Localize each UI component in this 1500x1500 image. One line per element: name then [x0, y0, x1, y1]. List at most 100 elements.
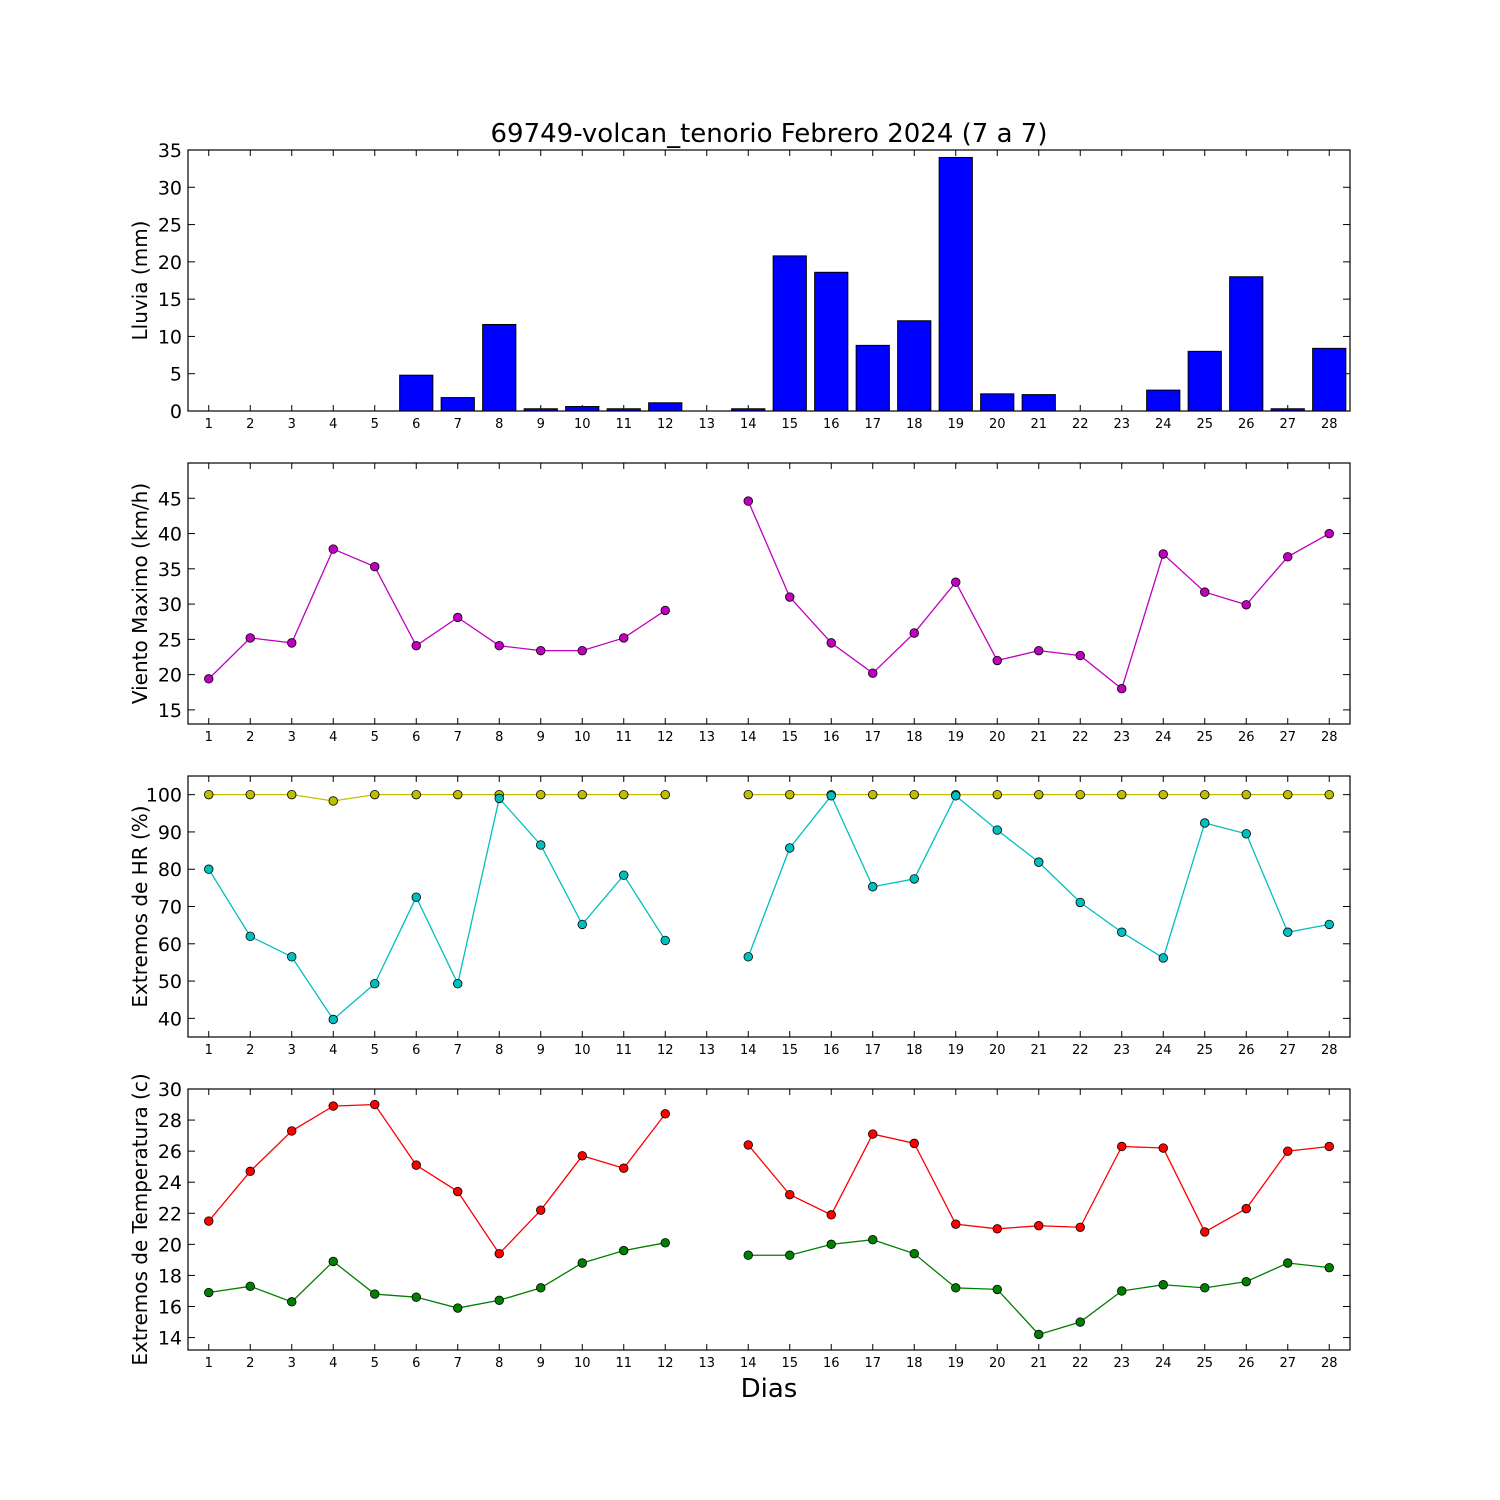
hr-min-point [992, 825, 1002, 835]
hr-min-point [1200, 818, 1210, 828]
hr-min-point [826, 791, 836, 801]
temp-max-point [1283, 1146, 1293, 1156]
hr-max-point [328, 796, 338, 806]
humidity-ytick-label: 70 [158, 897, 182, 919]
temp-max-line [747, 1133, 1330, 1233]
wind-ytick-label: 25 [158, 629, 182, 651]
wind-max-point [868, 668, 878, 678]
rain-bar [814, 271, 849, 412]
humidity-xtick-label: 14 [740, 1043, 757, 1058]
temperature-ytick-label: 26 [158, 1141, 182, 1163]
rain-bar [980, 393, 1015, 412]
rain-xtick-label: 27 [1279, 417, 1296, 432]
temperature-xtick-label: 11 [615, 1356, 632, 1371]
temp-max-point [494, 1248, 504, 1259]
temperature-xtick-label: 18 [906, 1356, 923, 1371]
temperature-xtick-label: 17 [864, 1356, 881, 1371]
humidity-xtick-label: 15 [781, 1043, 798, 1058]
wind-max-point [1241, 600, 1251, 610]
temperature-ytick-label: 28 [158, 1110, 182, 1132]
hr-min-point [1324, 919, 1334, 930]
wind-xtick-label: 16 [823, 730, 840, 745]
wind-xtick-label: 13 [698, 730, 715, 745]
temp-max-point [1200, 1227, 1210, 1237]
temp-max-point [826, 1210, 836, 1220]
wind-max-point [328, 544, 338, 554]
temp-max-point [951, 1219, 961, 1229]
wind-ytick-label: 40 [158, 524, 182, 546]
wind-xtick-label: 3 [288, 730, 296, 745]
temp-min-line [748, 1239, 1330, 1336]
temperature-frame [187, 1088, 1351, 1351]
wind-max-point [992, 655, 1002, 666]
wind-xtick-label: 6 [412, 730, 420, 745]
hr-max-point [370, 789, 380, 800]
hr-max-point [1241, 789, 1251, 800]
wind-max-point [245, 633, 255, 643]
rain-bar [399, 374, 434, 412]
hr-max-point [1158, 789, 1168, 800]
wind-ytick-label: 30 [158, 594, 182, 616]
hr-max-point [245, 789, 255, 800]
rain-xtick-label: 1 [205, 417, 213, 432]
wind-max-point [1283, 552, 1293, 562]
rain-xtick-label: 7 [454, 417, 462, 432]
wind-max-point [453, 612, 463, 623]
humidity-xtick-label: 17 [864, 1043, 881, 1058]
temp-min-point [826, 1239, 836, 1250]
rain-bar [1229, 276, 1264, 412]
temp-min-point [660, 1238, 670, 1248]
temp-min-point [1324, 1262, 1334, 1273]
hr-max-line [208, 793, 666, 802]
temperature-xtick-label: 20 [989, 1356, 1006, 1371]
temp-max-point [868, 1129, 878, 1139]
hr-min-point [909, 874, 919, 884]
temp-max-point [1117, 1141, 1127, 1152]
hr-max-point [1200, 789, 1210, 800]
temp-max-point [660, 1109, 670, 1119]
temp-min-point [1158, 1280, 1168, 1290]
temp-min-point [1117, 1286, 1127, 1296]
temperature-xtick-label: 2 [246, 1356, 254, 1371]
rain-bar [897, 320, 932, 412]
hr-min-point [536, 840, 546, 850]
temperature-ytick-label: 18 [158, 1265, 182, 1287]
temp-min-point [785, 1250, 795, 1260]
temperature-ytick-label: 24 [158, 1172, 182, 1194]
hr-max-point [1283, 789, 1293, 800]
wind-max-point [619, 633, 629, 643]
rain-xtick-label: 2 [246, 417, 254, 432]
rain-xtick-label: 13 [698, 417, 715, 432]
rain-xtick-label: 23 [1113, 417, 1130, 432]
humidity-xtick-label: 13 [698, 1043, 715, 1058]
humidity-xtick-label: 7 [454, 1043, 462, 1058]
rain-bar [1312, 347, 1347, 412]
temperature-xtick-label: 7 [454, 1356, 462, 1371]
hr-max-point [868, 789, 878, 800]
rain-xtick-label: 14 [740, 417, 757, 432]
humidity-xtick-label: 11 [615, 1043, 632, 1058]
temp-min-point [951, 1283, 961, 1293]
temp-min-point [1283, 1258, 1293, 1268]
temperature-xtick-label: 26 [1238, 1356, 1255, 1371]
wind-ytick-label: 45 [158, 488, 182, 510]
temp-min-point [992, 1284, 1002, 1295]
wind-xtick-label: 10 [574, 730, 591, 745]
hr-max-point [1324, 789, 1334, 800]
hr-min-point [245, 931, 255, 942]
temp-max-point [1324, 1141, 1334, 1152]
humidity-xtick-label: 5 [371, 1043, 379, 1058]
wind-xtick-label: 28 [1321, 730, 1338, 745]
temp-min-point [245, 1281, 255, 1292]
humidity-xtick-label: 3 [288, 1043, 296, 1058]
temperature-ytick-label: 22 [158, 1203, 182, 1225]
wind-max-point [204, 674, 214, 684]
rain-ytick-label: 20 [158, 252, 182, 274]
temp-max-point [328, 1101, 338, 1111]
rain-ytick-label: 0 [170, 401, 182, 423]
humidity-xtick-label: 9 [537, 1043, 545, 1058]
rain-bar [772, 255, 807, 412]
wind-xtick-label: 15 [781, 730, 798, 745]
rain-xtick-label: 15 [781, 417, 798, 432]
